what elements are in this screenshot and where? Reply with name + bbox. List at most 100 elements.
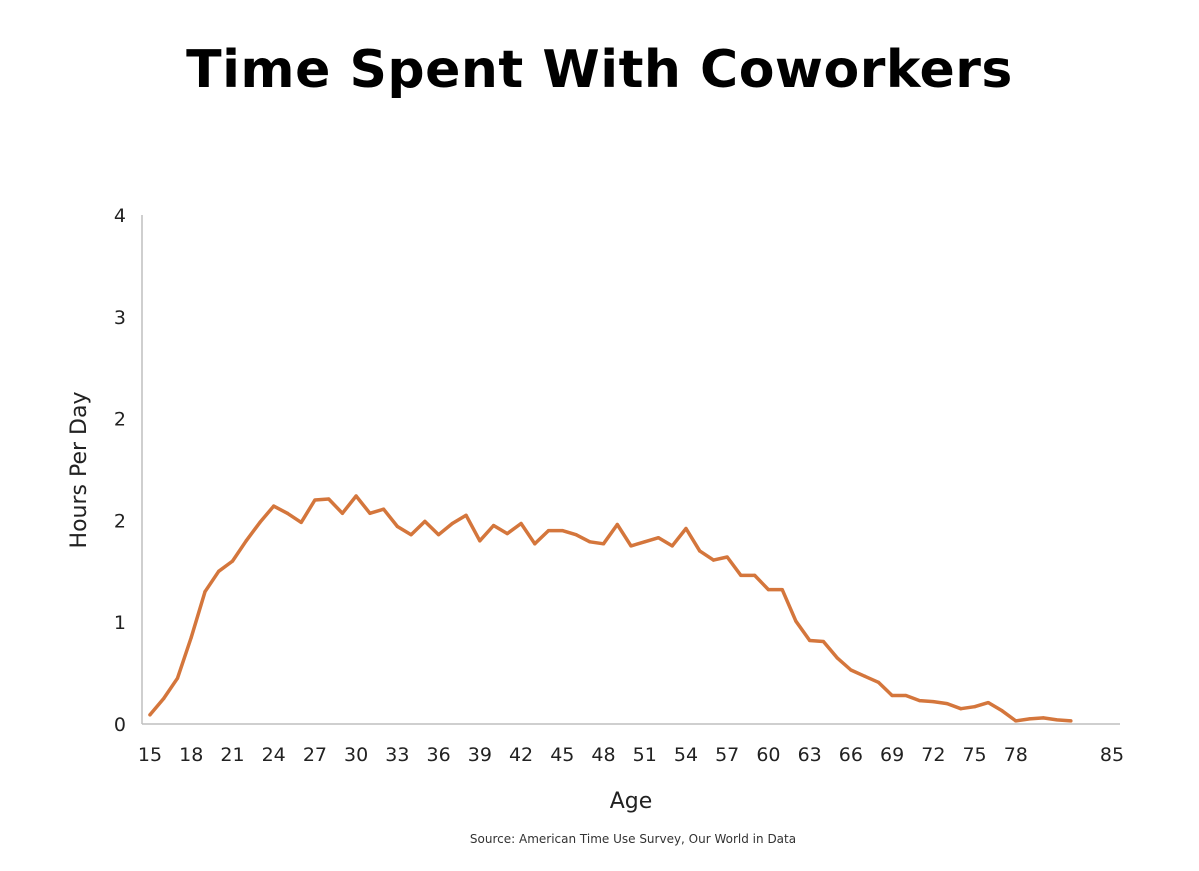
data-point xyxy=(1041,716,1045,720)
data-point xyxy=(821,639,826,644)
data-point xyxy=(629,544,633,548)
data-point xyxy=(918,698,922,703)
data-point xyxy=(945,702,949,706)
data-point xyxy=(423,519,427,524)
data-point xyxy=(959,707,963,711)
data-point xyxy=(505,532,509,536)
x-tick-label: 57 xyxy=(715,744,739,766)
x-tick-label: 42 xyxy=(509,744,533,766)
x-tick-label: 18 xyxy=(179,744,203,766)
y-tick-label: 4 xyxy=(114,205,126,227)
x-axis-label: Age xyxy=(610,789,653,814)
data-point xyxy=(313,498,317,502)
data-point xyxy=(546,528,551,533)
x-tick-label: 72 xyxy=(921,744,945,766)
data-point xyxy=(684,526,688,531)
x-tick-label: 78 xyxy=(1004,744,1028,766)
data-point xyxy=(574,533,578,537)
x-tick-label: 36 xyxy=(427,744,451,766)
y-tick-label: 2 xyxy=(114,409,126,431)
x-tick-label: 33 xyxy=(385,744,409,766)
data-point xyxy=(368,511,372,515)
data-point xyxy=(766,588,771,592)
x-tick-label: 15 xyxy=(138,744,162,766)
data-point xyxy=(615,522,619,527)
data-point xyxy=(491,523,496,528)
data-point xyxy=(340,511,344,515)
source-note: Source: American Time Use Survey, Our Wo… xyxy=(470,832,796,846)
y-tick-label: 3 xyxy=(114,307,126,329)
data-point xyxy=(808,638,812,643)
x-tick-label: 39 xyxy=(468,744,492,766)
data-point xyxy=(1055,718,1059,722)
data-point xyxy=(162,696,166,701)
y-tick-labels: 0 1 2 2 3 4 xyxy=(114,205,126,736)
y-tick-label: 2 xyxy=(114,510,126,532)
data-point xyxy=(725,555,729,559)
data-point xyxy=(986,701,990,705)
data-point xyxy=(656,536,661,540)
data-point xyxy=(464,513,468,517)
data-point xyxy=(972,705,977,709)
data-point xyxy=(560,528,564,533)
data-point xyxy=(753,573,757,577)
data-point xyxy=(519,521,523,526)
x-tick-label: 45 xyxy=(550,744,574,766)
data-point xyxy=(285,511,290,515)
data-point xyxy=(711,558,716,562)
y-tick-label: 1 xyxy=(114,612,126,634)
y-tick-label: 0 xyxy=(114,714,126,736)
data-point xyxy=(395,524,399,529)
data-point xyxy=(876,680,880,684)
x-tick-label: 30 xyxy=(344,744,368,766)
data-point xyxy=(1027,717,1032,721)
data-point xyxy=(1069,719,1073,723)
data-point xyxy=(780,588,784,592)
x-tick-label: 24 xyxy=(262,744,286,766)
chart-title: Time Spent With Coworkers xyxy=(186,40,1013,100)
data-point xyxy=(904,693,908,698)
data-point xyxy=(299,520,303,525)
data-point xyxy=(1014,719,1018,723)
data-point xyxy=(478,539,482,543)
data-point xyxy=(409,533,413,537)
data-point xyxy=(203,590,207,594)
data-point xyxy=(189,635,193,640)
data-point xyxy=(849,668,853,672)
x-tick-label: 75 xyxy=(962,744,986,766)
data-point xyxy=(643,540,647,544)
data-point xyxy=(450,521,454,526)
x-tick-label: 69 xyxy=(880,744,904,766)
x-tick-label: 48 xyxy=(591,744,615,766)
data-point xyxy=(670,544,674,548)
x-tick-label: 60 xyxy=(756,744,780,766)
x-tick-label: 51 xyxy=(633,744,657,766)
series-line-hours-per-day xyxy=(148,494,1073,723)
data-point xyxy=(230,559,235,563)
data-point xyxy=(601,542,606,546)
x-tick-label: 85 xyxy=(1100,744,1124,766)
data-point xyxy=(244,539,248,543)
data-point xyxy=(931,700,935,704)
data-point xyxy=(175,676,180,680)
x-tick-label: 63 xyxy=(798,744,822,766)
data-point xyxy=(327,497,331,501)
x-tick-label: 54 xyxy=(674,744,698,766)
data-point xyxy=(217,569,221,573)
data-point xyxy=(1000,709,1004,713)
x-tick-label: 27 xyxy=(303,744,327,766)
data-point xyxy=(437,533,441,537)
data-point xyxy=(890,693,894,698)
data-point xyxy=(835,656,839,660)
x-tick-label: 21 xyxy=(220,744,244,766)
data-point xyxy=(698,549,702,553)
data-point xyxy=(588,540,592,544)
x-tick-label: 66 xyxy=(839,744,863,766)
data-point xyxy=(382,507,386,511)
series-points xyxy=(148,494,1073,723)
data-point xyxy=(863,674,867,678)
data-point xyxy=(272,504,276,508)
data-point xyxy=(794,619,798,623)
